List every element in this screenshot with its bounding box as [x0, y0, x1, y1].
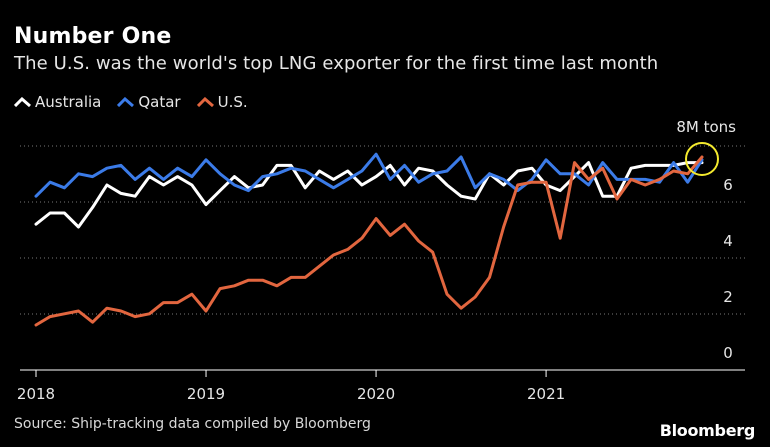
x-tick-label-2021: 2021	[527, 385, 565, 403]
series-line-australia	[34, 161, 704, 229]
y-tick-label-0: 0	[723, 344, 733, 362]
legend-item-australia: Australia	[14, 93, 101, 111]
highlight-circle	[685, 142, 719, 176]
source-note: Source: Ship-tracking data compiled by B…	[14, 416, 371, 432]
series-line-qatar	[34, 152, 704, 198]
annotations	[685, 142, 719, 176]
legend: Australia Qatar U.S.	[14, 91, 264, 113]
x-axis	[20, 369, 745, 377]
series-lines	[34, 152, 704, 327]
chart-subtitle: The U.S. was the world's top LNG exporte…	[14, 53, 659, 74]
legend-label-australia: Australia	[35, 93, 102, 111]
x-tick-label-2019: 2019	[187, 385, 225, 403]
legend-label-qatar: Qatar	[138, 93, 181, 111]
legend-label-us: U.S.	[217, 93, 248, 111]
y-axis-unit-label: 8M tons	[676, 118, 736, 136]
legend-item-qatar: Qatar	[117, 93, 181, 111]
legend-swatch-qatar	[117, 97, 135, 107]
bloomberg-logo: Bloomberg	[659, 421, 756, 440]
series-line-us	[34, 155, 704, 327]
chart-title: Number One	[14, 24, 172, 49]
legend-swatch-australia	[14, 97, 31, 107]
y-tick-label-2: 2	[723, 288, 733, 306]
legend-swatch-us	[196, 97, 214, 107]
x-tick-label-2018: 2018	[17, 385, 55, 403]
y-tick-label-4: 4	[723, 232, 733, 250]
x-tick-label-2020: 2020	[357, 385, 395, 403]
legend-item-us: U.S.	[196, 93, 248, 111]
tick-labels: 0 2 4 6 2018 2019 2020 2021	[17, 176, 733, 403]
y-tick-label-6: 6	[723, 176, 733, 194]
